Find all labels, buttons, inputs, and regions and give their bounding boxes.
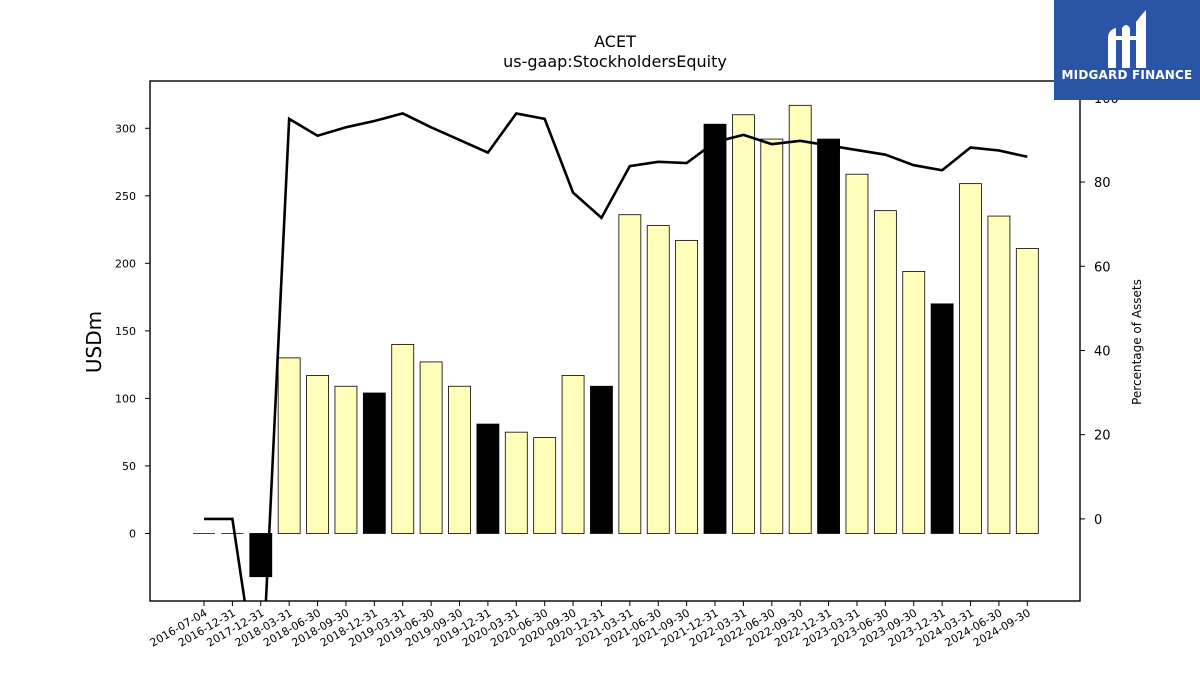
brand-logo: MIDGARD FINANCE [1054, 0, 1200, 100]
y-tick-label: 50 [122, 460, 136, 473]
logo-text: MIDGARD FINANCE [1061, 68, 1193, 82]
bar [476, 423, 500, 534]
y2-tick-label: 80 [1094, 176, 1111, 191]
bar [533, 437, 557, 534]
bar [334, 385, 358, 534]
bar [362, 392, 386, 534]
y2-tick-label: 60 [1094, 260, 1111, 275]
y-tick-label: 150 [115, 325, 136, 338]
bar [504, 431, 528, 534]
bar [249, 533, 273, 578]
bar [788, 104, 812, 534]
bar [646, 225, 670, 534]
bar [959, 183, 982, 534]
bar [618, 214, 642, 534]
plot-frame [149, 80, 1081, 602]
bar [448, 385, 471, 534]
bar [675, 239, 699, 534]
bar [391, 343, 415, 534]
bar [930, 303, 954, 534]
y2-tick-label: 0 [1094, 513, 1102, 528]
bar [902, 271, 926, 534]
bar [419, 361, 443, 534]
percentage-line [204, 111, 1028, 601]
y2-tick-label: 40 [1094, 344, 1111, 359]
bar [703, 123, 727, 534]
bar [277, 357, 301, 534]
bar [873, 210, 897, 534]
y-tick-label: 250 [115, 190, 136, 203]
bar [306, 375, 329, 534]
bar [732, 114, 755, 534]
chart-subtitle: us-gaap:StockholdersEquity [503, 52, 727, 71]
logo-mark-icon [1108, 10, 1146, 68]
y-tick-label: 0 [129, 527, 136, 540]
y-tick-label: 200 [115, 257, 136, 270]
y-tick-label: 100 [115, 392, 136, 405]
bar [845, 173, 869, 534]
bar [590, 385, 613, 534]
bar [987, 215, 1011, 534]
y-tick-label: 300 [115, 122, 136, 135]
bar [817, 138, 840, 534]
bar [760, 138, 784, 534]
bar [561, 375, 585, 534]
bar [1015, 248, 1039, 534]
y2-tick-label: 20 [1094, 429, 1111, 444]
chart-title: ACET [594, 32, 636, 51]
